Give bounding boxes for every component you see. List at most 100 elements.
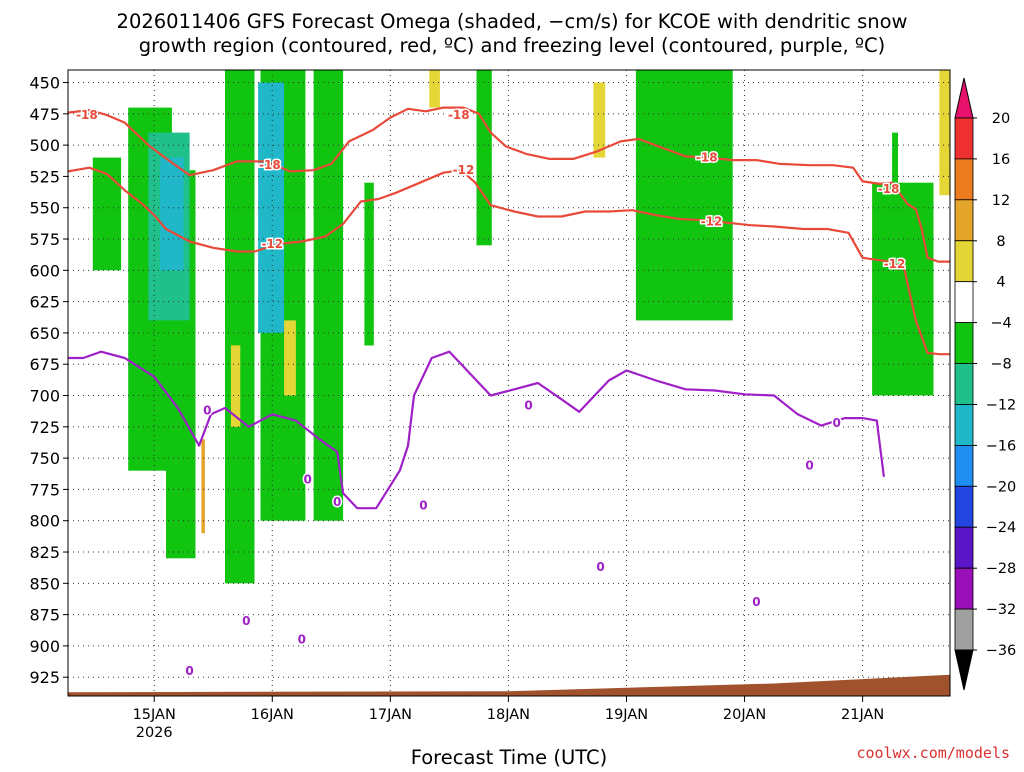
- omega-region-light-green-3: [225, 70, 255, 584]
- chart-title-line-1: 2026011406 GFS Forecast Omega (shaded, −…: [117, 10, 908, 33]
- omega-region-yellow-18: [284, 320, 296, 396]
- contour-label--12-1: -12: [453, 163, 475, 177]
- y-tick-label-500: 500: [29, 136, 60, 155]
- omega-region-cyan-13: [258, 82, 285, 333]
- colorbar-label-3: 8: [996, 234, 1005, 250]
- contour-label-0-9: 0: [242, 614, 250, 628]
- terrain-layer: [68, 674, 950, 696]
- colorbar-bottom-arrow: [954, 649, 974, 691]
- y-tick-label-700: 700: [29, 387, 60, 406]
- contour-layer: -18 -18 -18 -18 -18 -12 -12 -12 -12 0 0 0 0 0 0 0 0 0 0 0 0: [68, 106, 950, 680]
- omega-shading-layer: [92, 70, 950, 584]
- y-tick-label-850: 850: [29, 574, 60, 593]
- contour-label--18-2: -18: [448, 108, 470, 122]
- y-tick-label-650: 650: [29, 324, 60, 343]
- contour-label--18-4: -18: [878, 182, 900, 196]
- omega-region-light-green-10: [892, 132, 898, 383]
- gridlines: [68, 70, 950, 696]
- contour-label-0-0: 0: [203, 404, 211, 418]
- y-tick-label-750: 750: [29, 449, 60, 468]
- y-tick-label-925: 925: [29, 668, 60, 687]
- omega-region-light-green-8: [635, 70, 733, 321]
- colorbar-bin-3: [954, 199, 974, 242]
- colorbar-label-0: 20: [992, 111, 1010, 127]
- x-tick-label-19JAN: 19JAN: [605, 707, 648, 723]
- y-tick-label-800: 800: [29, 512, 60, 531]
- contour-label-0-7: 0: [805, 459, 813, 473]
- x-tick-label-21JAN: 21JAN: [841, 707, 884, 723]
- contour-label--12-2: -12: [701, 215, 723, 229]
- colorbar-label-7: −12: [986, 398, 1017, 414]
- contour-label--12-0: -12: [261, 237, 283, 251]
- plot-frame: [67, 69, 951, 697]
- y-tick-label-625: 625: [29, 293, 60, 312]
- contour-label-0-1: 0: [333, 495, 341, 509]
- colorbar-bin-10: [954, 485, 974, 528]
- colorbar-label-6: −8: [990, 357, 1011, 373]
- x-tick-label-16JAN: 16JAN: [251, 707, 294, 723]
- colorbar-label-11: −28: [986, 561, 1017, 577]
- colorbar-bin-1: [954, 117, 974, 160]
- time-axis: 15JAN 2026 16JAN 17JAN 18JAN 19JAN 20JAN 21JAN: [133, 696, 884, 741]
- contour-line--12: [68, 166, 950, 356]
- colorbar-top-arrow: [954, 77, 974, 119]
- contour-label-0-8: 0: [185, 664, 193, 678]
- contour-label--12-3: -12: [884, 257, 906, 271]
- colorbar-label-4: 4: [996, 275, 1005, 291]
- colorbar-label-1: 16: [992, 152, 1010, 168]
- omega-region-light-green-9: [872, 182, 934, 396]
- omega-region-light-green-6: [364, 182, 374, 346]
- y-tick-label-450: 450: [29, 74, 60, 93]
- colorbar-bin-11: [954, 526, 974, 569]
- colorbar-label-9: −20: [986, 479, 1017, 495]
- contour-label-0-2: 0: [419, 499, 427, 513]
- y-tick-label-600: 600: [29, 261, 60, 280]
- omega-region-light-green-7: [476, 70, 492, 246]
- colorbar-label-10: −24: [986, 520, 1017, 536]
- y-tick-label-550: 550: [29, 199, 60, 218]
- colorbar-bin-9: [954, 444, 974, 487]
- omega-region-cyan-12: [160, 157, 184, 271]
- y-tick-label-900: 900: [29, 637, 60, 656]
- plot-area-background: [68, 70, 950, 696]
- colorbar-bin-6: [954, 322, 974, 364]
- contour-label-0-6: 0: [833, 416, 841, 430]
- omega-region-light-green-1: [92, 157, 122, 271]
- y-tick-label-475: 475: [29, 105, 60, 124]
- credit-link[interactable]: coolwx.com/models: [856, 744, 1010, 762]
- x-tick-sublabel-15JAN: 2026: [136, 725, 173, 741]
- colorbar-label-8: −16: [986, 438, 1017, 454]
- colorbar-bin-4: [954, 240, 974, 283]
- colorbar-bin-7: [954, 363, 974, 405]
- x-tick-label-20JAN: 20JAN: [723, 707, 766, 723]
- contour-label--18-3: -18: [696, 151, 718, 165]
- colorbar: 20 16 12 8 4 −4 −8 −12 −16 −20 −24 −28 −32 −36: [954, 77, 1017, 691]
- y-tick-label-525: 525: [29, 167, 60, 186]
- colorbar-label-13: −36: [986, 643, 1017, 659]
- contour-label-0-4: 0: [596, 560, 604, 574]
- contour-label-0-3: 0: [524, 399, 532, 413]
- y-tick-label-725: 725: [29, 418, 60, 437]
- x-axis-label: Forecast Time (UTC): [411, 746, 608, 768]
- colorbar-bin-2: [954, 158, 974, 201]
- x-tick-label-17JAN: 17JAN: [369, 707, 412, 723]
- omega-region-orange-19: [201, 439, 205, 534]
- y-tick-label-575: 575: [29, 230, 60, 249]
- y-tick-label-675: 675: [29, 355, 60, 374]
- chart-title-line-2: growth region (contoured, red, ºC) and f…: [139, 34, 886, 57]
- colorbar-label-2: 12: [992, 193, 1010, 209]
- omega-region-light-green-5: [313, 70, 344, 521]
- y-tick-label-825: 825: [29, 543, 60, 562]
- terrain-band: [68, 674, 950, 696]
- pressure-axis: 450 475 500 525 550 575 600 625 650 675 700 725 750 7…: [29, 74, 68, 687]
- y-tick-label-775: 775: [29, 480, 60, 499]
- colorbar-bin-13: [954, 608, 974, 651]
- colorbar-label-12: −32: [986, 602, 1017, 618]
- omega-region-yellow-16: [939, 70, 950, 196]
- colorbar-bin-12: [954, 567, 974, 610]
- x-tick-label-18JAN: 18JAN: [487, 707, 530, 723]
- contour-label-0-11: 0: [304, 472, 312, 486]
- colorbar-bin-5: [954, 281, 974, 324]
